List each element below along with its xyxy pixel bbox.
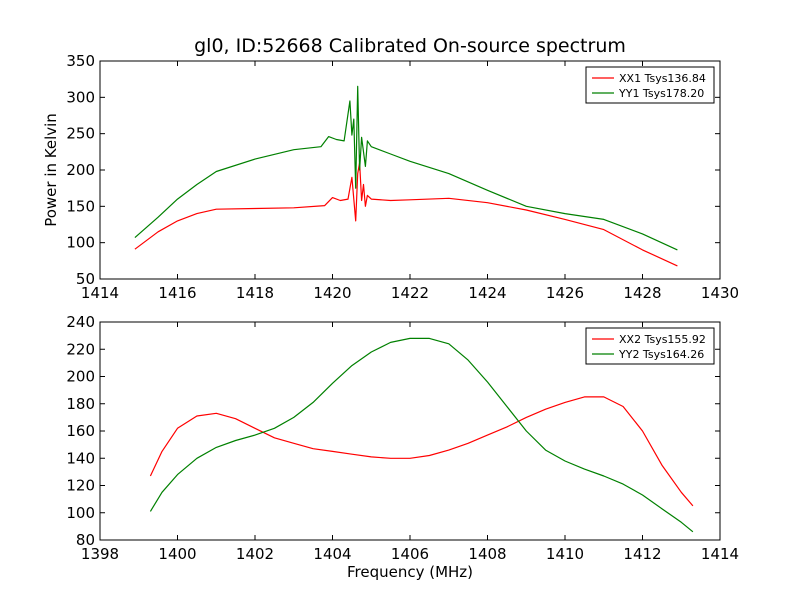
y-tick-label: 140 [66, 449, 95, 467]
x-tick-label: 1428 [623, 284, 661, 302]
y-tick-label: 250 [66, 125, 95, 143]
y-tick-label: 240 [66, 313, 95, 331]
legend: XX2 Tsys155.92 YY2 Tsys164.26 [585, 327, 715, 365]
x-tick-label: 1416 [158, 284, 196, 302]
y-tick-label: 150 [66, 197, 95, 215]
y-tick-label: 200 [66, 368, 95, 386]
y-tick-label: 220 [66, 340, 95, 358]
legend-entry-label: YY2 Tsys164.26 [618, 348, 704, 361]
y-tick-label: 100 [66, 504, 95, 522]
chart-panels: 1414 1416 1418 1420 1422 1424 1426 1428 1430 50 10… [42, 52, 739, 581]
y-tick-label: 160 [66, 422, 95, 440]
x-axis-label: Frequency (MHz) [347, 563, 473, 581]
y-tick-label: 80 [76, 531, 95, 549]
x-tick-label: 1422 [391, 284, 429, 302]
y-tick-label: 300 [66, 88, 95, 106]
series-line-2-1 [149, 396, 694, 507]
y-tick-label: 350 [66, 52, 95, 70]
x-tick-label: 1406 [391, 545, 429, 563]
x-tick-label: 1430 [701, 284, 739, 302]
legend: XX1 Tsys136.84 YY1 Tsys178.20 [585, 66, 715, 104]
series-line-1-1 [134, 162, 678, 267]
x-tick-label: 1400 [158, 545, 196, 563]
x-tick-label: 1420 [313, 284, 351, 302]
y-tick-label: 180 [66, 395, 95, 413]
x-tick-label: 1412 [623, 545, 661, 563]
x-tick-label: 1414 [701, 545, 739, 563]
y-axis-label: Power in Kelvin [42, 113, 60, 227]
y-tick-label: 50 [76, 270, 95, 288]
x-tick-label: 1404 [313, 545, 351, 563]
y-tick-label: 200 [66, 161, 95, 179]
x-tick-label: 1402 [236, 545, 274, 563]
series-line-1-2 [134, 85, 678, 251]
x-tick-label: 1410 [546, 545, 584, 563]
x-tick-label: 1424 [468, 284, 506, 302]
chart-panel-2: 1398 1400 1402 1404 1406 1408 1410 1412 1414 80 10… [66, 313, 739, 581]
y-tick-label: 120 [66, 477, 95, 495]
x-tick-label: 1414 [81, 284, 119, 302]
chart-panel-1: 1414 1416 1418 1420 1422 1424 1426 1428 1430 50 10… [42, 52, 739, 302]
legend-box [585, 327, 715, 365]
legend-entry-label: XX1 Tsys136.84 [619, 72, 706, 85]
legend-box [585, 66, 715, 104]
x-tick-label: 1398 [81, 545, 119, 563]
legend-entry-label: YY1 Tsys178.20 [618, 87, 704, 100]
legend-entry-label: XX2 Tsys155.92 [619, 333, 706, 346]
x-tick-label: 1426 [546, 284, 584, 302]
y-tick-label: 100 [66, 234, 95, 252]
x-tick-label: 1408 [468, 545, 506, 563]
x-tick-label: 1418 [236, 284, 274, 302]
series-line-2-2 [149, 337, 694, 533]
chart-title: gl0, ID:52668 Calibrated On-source spect… [194, 35, 626, 57]
